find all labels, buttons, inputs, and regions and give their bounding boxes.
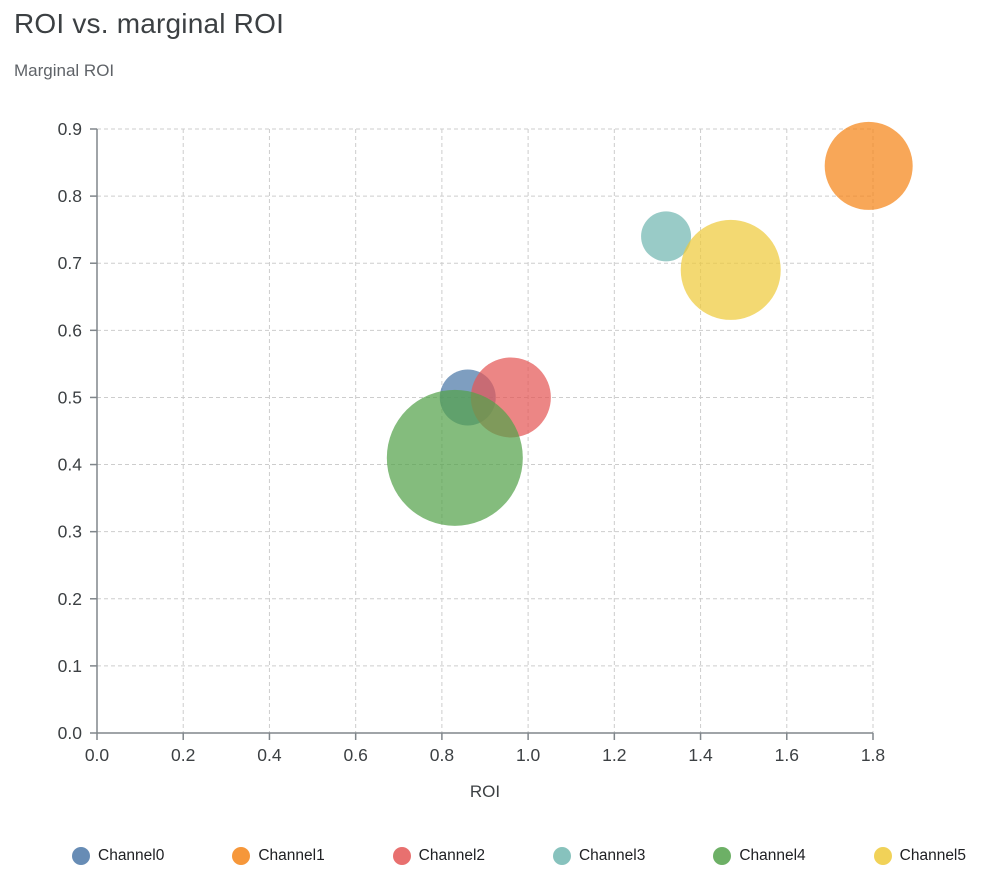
legend-item-channel2: Channel2 [392, 847, 486, 865]
x-tick-label: 1.2 [602, 745, 626, 765]
x-tick-label: 0.4 [257, 745, 282, 765]
legend-label: Channel0 [98, 847, 165, 864]
x-tick-label: 0.2 [171, 745, 195, 765]
legend-swatch-icon [72, 847, 90, 865]
legend-swatch-icon [713, 847, 732, 865]
chart-title: ROI vs. marginal ROI [14, 8, 285, 39]
y-axis-title: Marginal ROI [14, 61, 115, 80]
y-tick-label: 0.2 [58, 589, 82, 609]
x-tick-label: 1.0 [516, 745, 541, 765]
y-tick-label: 0.1 [58, 656, 82, 676]
legend-label: Channel5 [899, 847, 966, 864]
legend-item-channel5: Channel5 [873, 847, 966, 865]
x-tick-label: 1.8 [861, 745, 885, 765]
legend-item-channel3: Channel3 [552, 847, 646, 865]
y-tick-label: 0.5 [58, 387, 82, 407]
legend-label: Channel1 [258, 847, 325, 864]
legend-label: Channel3 [578, 847, 646, 864]
y-tick-label: 0.8 [58, 186, 82, 206]
y-tick-label: 0.6 [58, 320, 82, 340]
legend-swatch-icon [552, 847, 571, 865]
y-tick-label: 0.9 [58, 119, 82, 139]
bubble-channel3 [641, 211, 692, 262]
y-tick-label: 0.7 [58, 253, 82, 273]
x-axis-title: ROI [469, 782, 501, 801]
legend-item-channel4: Channel4 [713, 847, 806, 865]
bubble-chart: 0.0 0.2 0.4 0.6 0.8 1.0 1.2 1.4 1.6 1.8 0.0 0.1 0.2 0… [58, 119, 913, 765]
x-tick-label: 0.8 [430, 745, 454, 765]
legend-item-channel0: Channel0 [72, 847, 164, 865]
y-tick-label: 0.0 [58, 723, 83, 743]
y-tick-label: 0.4 [58, 455, 83, 475]
x-tick-label: 0.0 [85, 745, 110, 765]
legend-swatch-icon [392, 847, 411, 865]
bubble-channel4 [386, 389, 523, 526]
legend-label: Channel4 [739, 847, 806, 864]
bubble-channel5 [680, 219, 781, 320]
x-tick-label: 0.6 [344, 745, 368, 765]
legend-item-channel1: Channel1 [232, 847, 325, 865]
legend-swatch-icon [873, 847, 892, 865]
legend-swatch-icon [232, 847, 251, 865]
y-tick-label: 0.3 [58, 522, 82, 542]
x-tick-label: 1.6 [775, 745, 799, 765]
chart-legend: Channel0 Channel1 Channel2 Channel3 Channel4… [72, 840, 966, 872]
bubble-channel1 [824, 121, 913, 210]
x-tick-label: 1.4 [688, 745, 713, 765]
legend-label: Channel2 [418, 847, 486, 864]
